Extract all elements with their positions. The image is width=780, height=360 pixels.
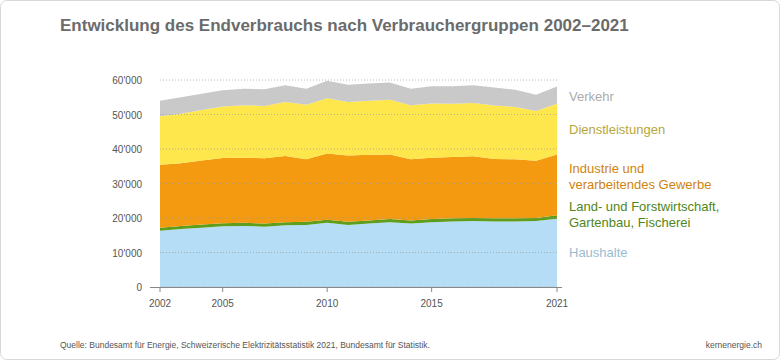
x-tick <box>160 287 161 292</box>
grid-line <box>160 252 557 253</box>
page: {"chart_data": { "type": "area", "stacke… <box>0 0 780 360</box>
source: Quelle: Bundesamt für Energie, Schweizer… <box>60 340 430 350</box>
area <box>160 81 557 117</box>
grid-line <box>160 80 557 81</box>
y-tick-label: 30'000 <box>112 179 142 190</box>
legend-line: Haushalte <box>569 245 628 260</box>
x-tick-label: 2005 <box>212 298 235 309</box>
legend-line: Dienstleistungen <box>569 122 665 137</box>
legend-line: Gartenbau, Fischerei <box>569 215 691 230</box>
legend-label: Land- und Forstwirtschaft,Gartenbau, Fis… <box>569 199 719 230</box>
x-axis <box>150 287 562 288</box>
x-tick <box>557 287 558 292</box>
x-tick-label: 2010 <box>316 298 339 309</box>
y-tick-label: 10'000 <box>112 248 142 259</box>
chart: Entwicklung des Endverbrauchs nach Verbr… <box>0 0 780 360</box>
area <box>160 153 557 227</box>
x-tick <box>222 287 223 292</box>
grid-line <box>160 183 557 184</box>
area <box>160 219 557 287</box>
x-tick-label: 2021 <box>546 298 569 309</box>
y-tick-label: 60'000 <box>112 75 142 86</box>
title: Entwicklung des Endverbrauchs nach Verbr… <box>60 16 629 35</box>
legend-line: Land- und Forstwirtschaft, <box>569 199 719 214</box>
y-tick-label: 50'000 <box>112 110 142 121</box>
y-tick-label: 40'000 <box>112 144 142 155</box>
y-tick-label: 20'000 <box>112 213 142 224</box>
areas <box>160 81 557 287</box>
legend-line: verarbeitendes Gewerbe <box>569 177 711 192</box>
legend-label: Verkehr <box>569 89 614 104</box>
grid-line <box>160 218 557 219</box>
x-tick <box>431 287 432 292</box>
frame <box>1 1 780 360</box>
x-tick-label: 2015 <box>421 298 444 309</box>
legend-label: Haushalte <box>569 245 628 260</box>
y-tick-label: 0 <box>136 282 142 293</box>
area <box>160 98 557 165</box>
legend-label: Industrie undverarbeitendes Gewerbe <box>569 161 711 192</box>
credit: kernenergie.ch <box>706 340 763 350</box>
legend-line: Verkehr <box>569 89 614 104</box>
legend-label: Dienstleistungen <box>569 122 665 137</box>
legend-line: Industrie und <box>569 161 644 176</box>
x-tick-label: 2002 <box>149 298 172 309</box>
x-tick <box>327 287 328 292</box>
grid-line <box>160 114 557 115</box>
grid-line <box>160 149 557 150</box>
